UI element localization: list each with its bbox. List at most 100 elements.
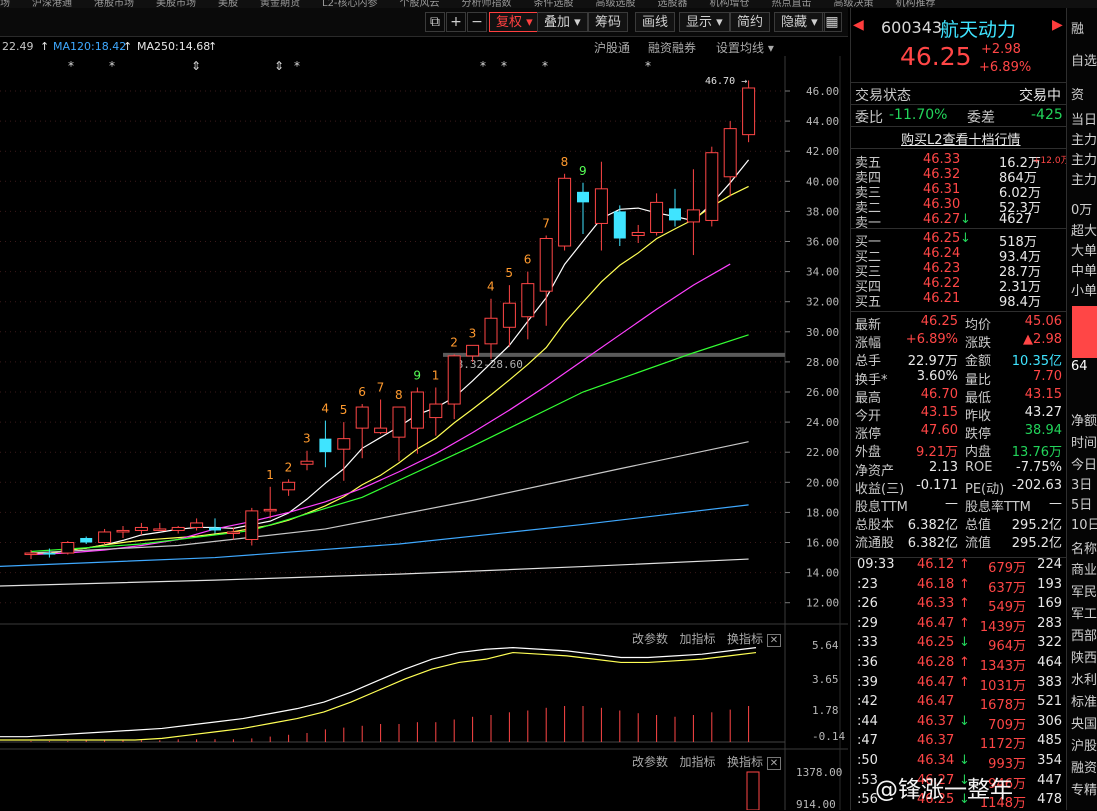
bid-price: 46.23 [923, 261, 961, 276]
stat-value: 47.60 [920, 423, 958, 439]
candle-body [80, 537, 93, 543]
restore-rights-button[interactable]: 复权 ▾ [489, 12, 540, 32]
window-icon[interactable]: ⧉ [425, 12, 445, 32]
close-icon[interactable]: ✕ [766, 757, 782, 770]
flow-item[interactable]: 自选 [1071, 54, 1097, 69]
tick-time: :23 [857, 576, 878, 592]
top-menu-item[interactable]: L2-核心内参 [322, 0, 378, 8]
top-menu-item[interactable]: 高级选股 [595, 0, 636, 8]
tick-price: 46.34 [917, 753, 955, 768]
high-price-label: 46.70 → [705, 76, 747, 87]
zoom-in-icon[interactable]: + [446, 12, 466, 32]
tick-volume: 1031万 [979, 678, 1026, 694]
draw-line-button[interactable]: 画线 [635, 12, 676, 32]
capital-flow-panel: 融自选资当日主力主力主力0万超大大单中单小单64净额时间今日3日5日10日名称商… [1066, 8, 1097, 810]
candle-body [98, 531, 112, 543]
top-menu-item[interactable]: 美股 [218, 0, 238, 8]
simple-mode-button[interactable]: 简约 [730, 12, 771, 32]
count-marker: 4 [487, 280, 495, 294]
stat-value: -202.63 [1011, 477, 1062, 493]
ma-value-1: 22.49 [2, 40, 34, 53]
params-link[interactable]: 改参数 [632, 755, 669, 769]
count-marker: 6 [524, 253, 532, 267]
top-menu-item[interactable]: 高级决策 [833, 0, 874, 8]
bid-ratio-label: 委比 [855, 110, 883, 126]
stat-label: 流通股 [855, 536, 895, 552]
tick-price: 46.47 [917, 674, 955, 690]
sub-panel-1-header: 改参数 加指标 换指标 ✕ [632, 630, 782, 647]
ma-info-line: 22.49 ↑ MA120:18.42 ↑ MA250:14.68 ↑ 沪股通 … [0, 36, 848, 56]
top-menu-item[interactable]: 选股器 [657, 0, 688, 8]
next-stock-icon[interactable]: ▶ [1052, 17, 1063, 33]
overlay-button[interactable]: 叠加 ▾ [537, 12, 588, 32]
candle-body [209, 527, 221, 531]
stock-code: 600343 [881, 18, 943, 37]
tick-time: :33 [857, 635, 878, 651]
stat-label: 股息率TTM [965, 500, 1031, 515]
stat-label: 最低 [965, 390, 992, 406]
y-tick-label: 44.00 [806, 115, 839, 128]
params-link[interactable]: 改参数 [632, 632, 669, 646]
up-arrow-icon: ↑ [208, 40, 218, 53]
tick-time: 09:33 [857, 557, 895, 572]
y-tick-label: 42.00 [806, 145, 839, 158]
ask-price: 46.32 [923, 167, 961, 182]
tick-time: :56 [857, 792, 878, 808]
top-menu-item[interactable]: 热点直击 [771, 0, 812, 8]
event-marker-icon: * [501, 59, 507, 73]
grid-icon[interactable]: ▦ [822, 12, 842, 32]
top-menu-item[interactable]: 分析师指数 [461, 0, 512, 8]
top-menu-item[interactable]: 港股市场 [94, 0, 134, 8]
add-indicator-link[interactable]: 加指标 [679, 632, 716, 646]
top-menu-item[interactable]: 场 [0, 0, 10, 8]
top-menu-item[interactable]: 机构推荐 [895, 0, 936, 8]
y-tick-label: 16.00 [806, 537, 839, 550]
ma10-line [30, 185, 749, 555]
top-menu-item[interactable]: 黄金期货 [260, 0, 300, 8]
stock-name: 航天动力 [940, 19, 1017, 41]
stat-label: ROE [965, 459, 993, 475]
close-icon[interactable]: ✕ [766, 634, 782, 647]
ma-setting-link[interactable]: 设置均线 ▾ [716, 41, 774, 55]
chart-toolbar: ⧉ + − 复权 ▾ 叠加 ▾ 筹码 画线 显示 ▾ 简约 隐藏 ▾ ▦ [0, 8, 848, 37]
l2-purchase-link[interactable]: 购买L2查看十档行情 [901, 133, 1021, 148]
candle-body [686, 209, 700, 223]
y-tick-label: 14.00 [806, 567, 839, 580]
prev-stock-icon[interactable]: ◀ [853, 17, 864, 33]
tick-count: 521 [1037, 694, 1062, 710]
top-menu-item[interactable]: 美股市场 [156, 0, 196, 8]
count-marker: 8 [395, 388, 403, 402]
candle-body [650, 201, 664, 233]
hide-button[interactable]: 隐藏 ▾ [774, 12, 825, 32]
flow-item: 沪股 [1071, 739, 1097, 754]
zoom-out-icon[interactable]: − [467, 12, 487, 32]
margin-link[interactable]: 融资融券 [648, 41, 697, 55]
bid-label: 买一 [855, 235, 882, 250]
hsgt-link[interactable]: 沪股通 [594, 41, 631, 55]
top-menu-item[interactable]: 沪深港通 [32, 0, 72, 8]
switch-indicator-link[interactable]: 换指标 [726, 755, 763, 769]
candle-body [742, 87, 756, 136]
ma90-line [30, 441, 749, 554]
tick-volume: 993万 [988, 757, 1026, 772]
dif-line [0, 646, 757, 738]
top-menu-item[interactable]: 条件选股 [533, 0, 574, 8]
y-tick-label: 40.00 [806, 175, 839, 188]
top-menu-item[interactable]: 机构增仓 [709, 0, 750, 8]
flow-item: 时间 [1071, 436, 1097, 451]
tick-time: :39 [857, 674, 878, 690]
top-menu-item[interactable]: 个股风云 [399, 0, 440, 8]
display-button[interactable]: 显示 ▾ [679, 12, 730, 32]
candle-body [43, 553, 56, 555]
tick-price: 46.27 [917, 772, 955, 788]
bid-label: 买三 [855, 265, 882, 280]
stat-label: 外盘 [855, 445, 882, 461]
switch-indicator-link[interactable]: 换指标 [726, 632, 763, 646]
stat-label: 涨停 [855, 427, 882, 443]
candlestick-chart: 46.00 44.00 42.00 40.00 38.00 36.00 34.00 32.00… [0, 56, 848, 810]
candle-body [61, 542, 75, 554]
stat-label: 量比 [965, 372, 992, 388]
chips-button[interactable]: 筹码 [588, 12, 629, 32]
add-indicator-link[interactable]: 加指标 [679, 755, 716, 769]
flow-item[interactable]: 融 [1071, 22, 1085, 37]
